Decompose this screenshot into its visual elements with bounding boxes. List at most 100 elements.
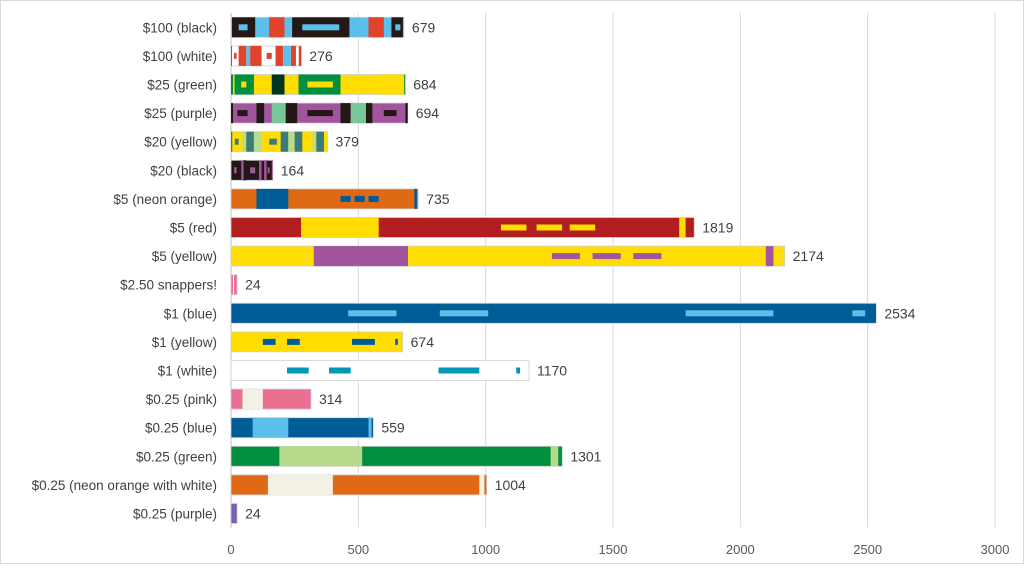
- bar-segment: [283, 45, 291, 66]
- bar-segment: [350, 103, 366, 124]
- bar-segment: [231, 103, 234, 124]
- bar-mark: [500, 224, 527, 231]
- bar-mark: [383, 110, 397, 117]
- value-label: 684: [413, 77, 437, 93]
- x-axis-tick-labels: 0 500 1000 1500 2000 2500 3000: [227, 542, 1009, 557]
- value-label: 314: [319, 391, 343, 407]
- bar: [230, 302, 877, 324]
- bar-mark: [852, 310, 866, 317]
- bar-mark: [234, 167, 237, 174]
- bar-segment: [271, 74, 285, 95]
- value-label: 164: [281, 162, 305, 178]
- category-label: $1 (blue): [164, 306, 217, 321]
- bar-segment: [765, 246, 774, 267]
- bar-mark: [395, 338, 398, 345]
- value-label: 2534: [884, 305, 915, 321]
- bar-mark: [438, 367, 480, 374]
- value-label: 735: [426, 191, 450, 207]
- bar-segment: [259, 160, 262, 181]
- bar-mark: [368, 195, 379, 202]
- bar: [230, 274, 238, 296]
- bar-segment: [243, 160, 247, 181]
- bar-segment: [246, 45, 251, 66]
- bar-segment: [414, 188, 417, 209]
- bar-segment: [271, 160, 273, 181]
- bar-mark: [238, 24, 248, 31]
- x-tick-label: 3000: [981, 542, 1010, 557]
- bar: [230, 131, 328, 153]
- bar-segment: [679, 217, 686, 238]
- bar-mark: [439, 310, 489, 317]
- category-label: $25 (purple): [144, 106, 217, 121]
- x-tick-label: 2500: [853, 542, 882, 557]
- category-label: $1 (white): [158, 364, 217, 379]
- bar: [230, 417, 374, 439]
- bar-segment: [242, 131, 247, 152]
- bar-segment: [368, 17, 384, 38]
- bar-segment: [405, 103, 408, 124]
- bar-segment: [378, 74, 405, 95]
- bar-mark: [234, 138, 239, 145]
- bar: [230, 16, 405, 38]
- category-label: $0.25 (blue): [145, 421, 217, 436]
- bar-segment: [238, 45, 247, 66]
- category-label: $0.25 (purple): [133, 507, 217, 522]
- bar-body: [230, 302, 877, 324]
- bar: [230, 102, 409, 124]
- bar-mark: [262, 338, 276, 345]
- category-label: $2.50 snappers!: [120, 278, 217, 293]
- x-tick-label: 500: [347, 542, 369, 557]
- category-label: $25 (green): [147, 78, 217, 93]
- value-label: 1170: [537, 363, 567, 379]
- bars: [230, 16, 877, 524]
- category-label: $0.25 (green): [136, 449, 217, 464]
- x-tick-label: 2000: [726, 542, 755, 557]
- bar-mark: [633, 253, 662, 260]
- bar-mark: [354, 195, 365, 202]
- category-label: $20 (black): [150, 163, 217, 178]
- bar-segment: [241, 160, 244, 181]
- bar-segment: [246, 131, 254, 152]
- bar-segment: [368, 417, 372, 438]
- bar-segment: [280, 131, 289, 152]
- bar-segment: [288, 131, 295, 152]
- bar-mark: [351, 338, 375, 345]
- bar: [230, 331, 404, 353]
- bar: [230, 159, 274, 181]
- bar-segment: [242, 389, 263, 410]
- gridlines: [230, 13, 996, 528]
- bar-mark: [348, 310, 397, 317]
- value-label: 559: [381, 420, 405, 436]
- bar-segment: [233, 274, 235, 295]
- bar-segment: [298, 45, 302, 66]
- category-label: $1 (yellow): [152, 335, 217, 350]
- bar: [230, 388, 312, 410]
- bar-segment: [231, 74, 234, 95]
- value-label: 679: [412, 19, 436, 35]
- bar-segment: [313, 246, 408, 267]
- bar-segment: [252, 417, 289, 438]
- bar-mark: [685, 310, 774, 317]
- bar: [230, 217, 695, 238]
- x-tick-label: 1500: [599, 542, 628, 557]
- value-label: 276: [309, 48, 333, 64]
- bar-mark: [241, 81, 247, 88]
- value-labels: 679 276 684 694 379 164 735 1819 2174 24 2534 674 11…: [245, 19, 916, 521]
- bar-segment: [365, 103, 373, 124]
- value-label: 1301: [570, 448, 601, 464]
- category-label: $0.25 (pink): [146, 392, 217, 407]
- bar-mark: [287, 367, 309, 374]
- bar-mark: [302, 24, 340, 31]
- bar-mark: [307, 110, 333, 117]
- category-label: $5 (red): [170, 221, 217, 236]
- bar-segment: [269, 17, 285, 38]
- category-label: $20 (yellow): [144, 135, 217, 150]
- bar-body: [230, 360, 530, 381]
- bar: [230, 360, 530, 381]
- bar-segment: [271, 103, 286, 124]
- bar-segment: [290, 45, 296, 66]
- category-label: $100 (white): [143, 49, 217, 64]
- x-tick-label: 0: [227, 542, 234, 557]
